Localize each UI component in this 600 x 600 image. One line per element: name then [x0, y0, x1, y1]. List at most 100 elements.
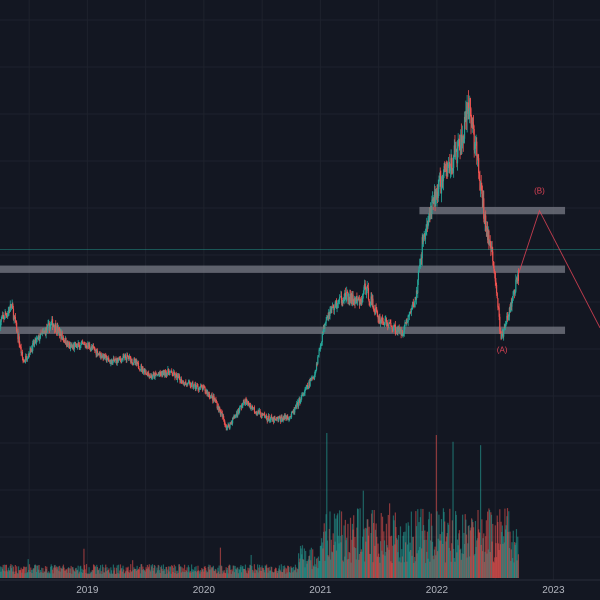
volume-bar: [204, 566, 206, 578]
volume-bar: [9, 565, 11, 578]
volume-bar: [304, 567, 306, 578]
volume-bar: [338, 543, 340, 578]
volume-bar: [438, 540, 441, 578]
volume-bar: [230, 569, 232, 578]
volume-bar: [154, 565, 156, 578]
volume-bar: [229, 565, 231, 578]
volume-bars: [0, 433, 519, 578]
volume-bar: [206, 572, 208, 578]
candle-body: [389, 322, 391, 324]
volume-bar: [337, 535, 339, 578]
volume-bar: [390, 561, 392, 578]
volume-bar: [375, 523, 377, 578]
candle-body: [317, 355, 320, 357]
candle-body: [324, 323, 327, 325]
volume-bar: [59, 571, 61, 578]
volume-bar: [299, 545, 302, 578]
candle-body: [255, 412, 257, 413]
volume-bar: [231, 569, 233, 578]
candle-body: [161, 371, 163, 376]
candle-body: [450, 158, 452, 168]
candle-body: [501, 331, 503, 335]
volume-bar: [211, 568, 213, 578]
candle-body: [345, 296, 347, 300]
candle-body: [144, 371, 147, 375]
volume-bar: [469, 556, 471, 578]
volume-bar: [342, 561, 345, 578]
volume-bar: [399, 526, 402, 578]
candle-body: [433, 191, 436, 202]
volume-bar: [219, 547, 222, 578]
volume-bar: [199, 570, 202, 578]
volume-bar: [173, 564, 175, 578]
candle-body: [399, 330, 401, 332]
volume-bar: [34, 564, 36, 578]
candle-body: [269, 419, 271, 421]
volume-bar: [284, 567, 286, 578]
candle-body: [41, 333, 43, 335]
candle-body: [264, 413, 266, 417]
volume-bar: [340, 511, 343, 578]
candle-body: [375, 307, 377, 309]
candle-body: [135, 360, 137, 364]
volume-bar: [84, 569, 86, 578]
candle-body: [377, 316, 379, 319]
candle-body: [75, 343, 77, 347]
volume-bar: [202, 568, 204, 578]
candle-body: [371, 298, 373, 305]
volume-bar: [93, 565, 95, 578]
candle-body: [187, 382, 189, 386]
candle-body: [164, 370, 166, 376]
candle-body: [465, 110, 468, 121]
candle-body: [408, 315, 410, 317]
volume-bar: [182, 568, 184, 578]
volume-bar: [123, 569, 125, 578]
candle-body: [9, 309, 11, 312]
volume-bar: [425, 539, 427, 578]
candle-body: [35, 338, 38, 343]
volume-bar: [245, 570, 247, 578]
volume-bar: [58, 565, 61, 578]
candle-body: [288, 417, 290, 420]
volume-bar: [489, 552, 491, 578]
candle-body: [232, 418, 234, 419]
candle-body: [208, 394, 211, 398]
candle-body: [376, 311, 379, 317]
candle-body: [448, 163, 450, 165]
candle-body: [341, 302, 343, 304]
candle-body: [84, 344, 86, 347]
volume-bar: [220, 565, 222, 578]
candle-body: [176, 375, 179, 380]
volume-bar: [101, 564, 104, 578]
candle-body: [2, 315, 4, 317]
volume-bar: [151, 566, 153, 578]
volume-bar: [28, 564, 31, 578]
volume-bar: [305, 560, 307, 578]
volume-bar: [259, 570, 261, 578]
candle-body: [4, 313, 6, 319]
volume-bar: [201, 568, 203, 578]
candle-body: [305, 388, 307, 390]
candle-body: [166, 372, 168, 376]
volume-bar: [299, 558, 301, 578]
volume-bar: [499, 509, 501, 578]
volume-bar: [499, 544, 502, 578]
volume-bar: [135, 570, 138, 578]
candlestick-series[interactable]: [0, 90, 519, 431]
time-axis[interactable]: 2019 2020 2021 2022 2023: [0, 579, 600, 600]
candle-body: [58, 327, 60, 331]
candle-body: [504, 327, 506, 328]
volume-bar: [315, 558, 318, 578]
candle-body: [144, 369, 146, 375]
volume-bar: [178, 564, 181, 578]
volume-bar: [237, 573, 239, 578]
volume-bar: [378, 557, 380, 578]
volume-bar: [407, 522, 409, 578]
volume-bar: [290, 567, 293, 578]
candle-body: [515, 279, 517, 292]
candle-body: [92, 346, 94, 349]
volume-bar: [415, 526, 418, 578]
volume-bar: [440, 519, 443, 578]
volume-bar: [249, 564, 251, 578]
